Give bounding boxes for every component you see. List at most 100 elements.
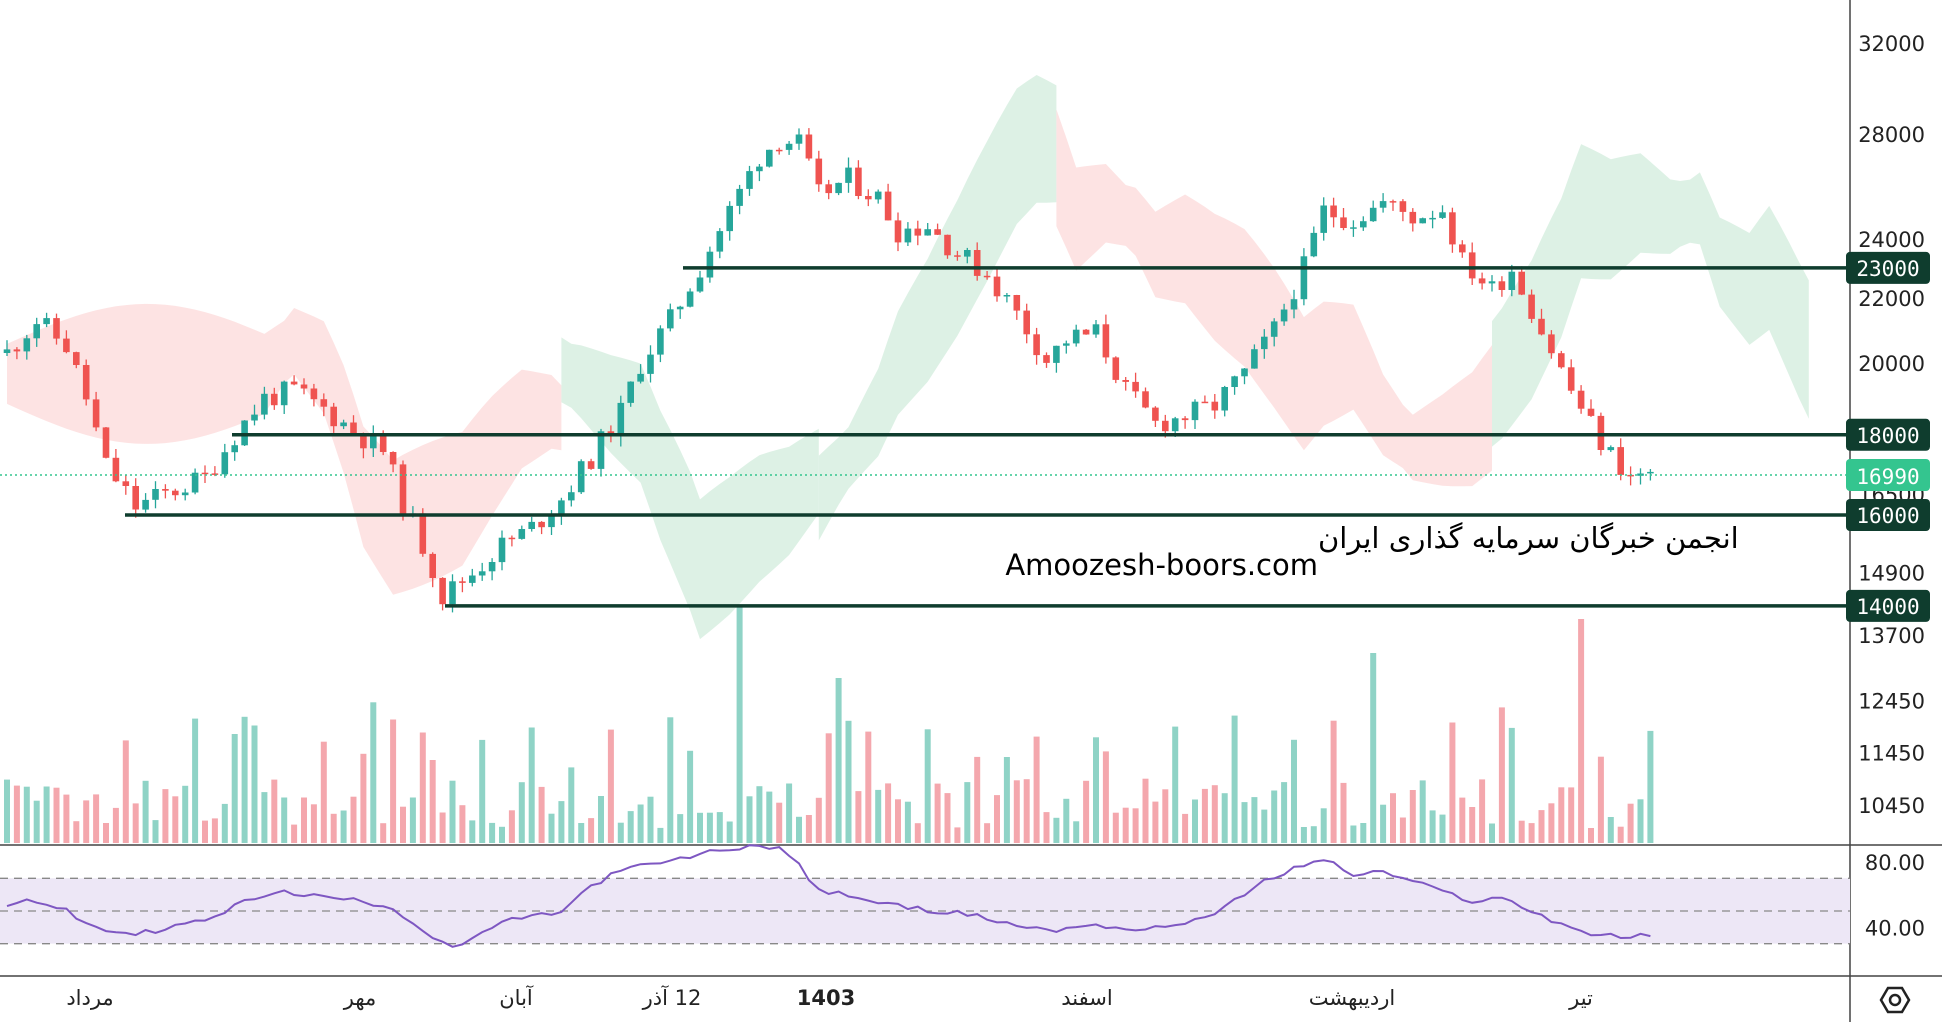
- volume-bar: [499, 826, 505, 843]
- candle-body: [1449, 212, 1456, 245]
- volume-bar: [1073, 821, 1080, 843]
- candle-body: [1369, 207, 1377, 222]
- volume-bar: [974, 756, 981, 843]
- volume-bar: [1578, 619, 1585, 843]
- candle-body: [43, 318, 50, 325]
- candle-body: [904, 228, 912, 243]
- volume-bar: [617, 822, 624, 843]
- candle-body: [1112, 357, 1120, 380]
- volume-bar: [1300, 827, 1307, 843]
- volume-bar: [964, 782, 971, 843]
- candle-body: [1607, 447, 1615, 451]
- volume-bar: [459, 805, 466, 843]
- volume-bar: [1291, 739, 1297, 843]
- volume-bar: [677, 814, 684, 843]
- candle-body: [746, 171, 753, 189]
- price-tick-label: 11450: [1858, 742, 1925, 766]
- time-axis[interactable]: مرداد مهر آبان 12 آذر 1403 اسفند اردیبهشت تیر: [66, 985, 1593, 1010]
- volume-bar: [1637, 799, 1644, 843]
- candle-body: [1162, 420, 1169, 432]
- candle-body: [271, 393, 278, 406]
- candle-body: [627, 381, 634, 403]
- volume-bar: [360, 753, 367, 843]
- watermark-site: Amoozesh-boors.com: [1005, 548, 1318, 582]
- candle-body: [162, 489, 169, 491]
- volume-bar: [1370, 653, 1377, 843]
- candle-body: [1558, 353, 1565, 368]
- price-tick-label: 13700: [1858, 624, 1925, 648]
- candle-body: [884, 191, 892, 221]
- candle-body: [1092, 324, 1100, 335]
- gear-hexagon-icon[interactable]: [1879, 986, 1911, 1014]
- candle-body: [815, 158, 823, 185]
- candle-body: [53, 318, 60, 339]
- volume-bar: [1132, 808, 1139, 843]
- price-tick-label: 28000: [1858, 123, 1925, 147]
- candle-body: [310, 388, 318, 400]
- time-label: اسفند: [1061, 986, 1112, 1010]
- volume-bar: [370, 702, 377, 843]
- price-tick-label: 20000: [1858, 352, 1925, 376]
- candle-body: [676, 306, 684, 310]
- volume-bar: [716, 812, 723, 843]
- volume-bar: [409, 797, 416, 843]
- volume-bar: [726, 821, 733, 843]
- volume-bar: [1597, 756, 1604, 843]
- volume-bar: [142, 780, 149, 843]
- volume-bar: [251, 725, 258, 843]
- level-badge-bg-18000: [1846, 418, 1930, 451]
- volume-bar: [687, 750, 694, 843]
- volume-bar: [301, 797, 307, 843]
- candle-body: [1538, 318, 1545, 335]
- candle-body: [360, 433, 367, 449]
- price-axis[interactable]: 3200028000240002200020000165001490013700…: [1858, 32, 1925, 818]
- candle-body: [181, 492, 189, 496]
- cloud-segment-4: [1492, 144, 1809, 447]
- candle-body: [1567, 367, 1575, 391]
- time-label: مرداد: [66, 986, 113, 1010]
- volume-bar: [904, 801, 911, 843]
- level-badge-bg-23000: [1846, 251, 1930, 284]
- candle-body: [1587, 408, 1595, 416]
- volume-bar: [1182, 813, 1189, 843]
- volume-bar: [1568, 787, 1575, 843]
- candle-body: [201, 472, 209, 475]
- candle-body: [152, 489, 159, 500]
- candle-body: [251, 414, 258, 421]
- cloud-segment-2: [818, 75, 1057, 541]
- volume-bar: [83, 800, 90, 843]
- candle-body: [1409, 211, 1417, 224]
- candle-body: [1330, 205, 1337, 218]
- volume-bar: [1023, 779, 1030, 843]
- level-badges: 23000 18000 16000 14000: [1846, 251, 1930, 622]
- volume-bar: [1647, 730, 1654, 843]
- volume-bar: [192, 718, 199, 843]
- volume-bar: [53, 787, 60, 843]
- candle-body: [528, 521, 535, 529]
- volume-bar: [598, 796, 604, 843]
- candle-body: [1350, 227, 1357, 229]
- level-badge-16000: 16000: [1856, 504, 1919, 528]
- candle-body: [686, 291, 694, 307]
- volume-bar: [1419, 780, 1426, 843]
- volume-bar: [152, 820, 159, 843]
- volume-bar: [627, 811, 634, 843]
- candle-body: [973, 250, 981, 276]
- volume-bar: [469, 820, 476, 843]
- candle-body: [290, 381, 298, 385]
- volume-bar: [568, 767, 575, 843]
- volume-bar: [528, 727, 535, 843]
- candle-body: [1399, 201, 1407, 212]
- candle-body: [231, 445, 238, 453]
- volume-bar: [1043, 812, 1050, 843]
- candle-body: [647, 354, 654, 374]
- candle-body: [1251, 349, 1258, 369]
- candle-body: [1231, 376, 1238, 387]
- candle-body: [1320, 205, 1327, 233]
- volume-bar: [934, 783, 941, 843]
- price-tick-label: 12450: [1858, 690, 1925, 714]
- volume-bar: [815, 797, 822, 843]
- candle-body: [429, 553, 436, 578]
